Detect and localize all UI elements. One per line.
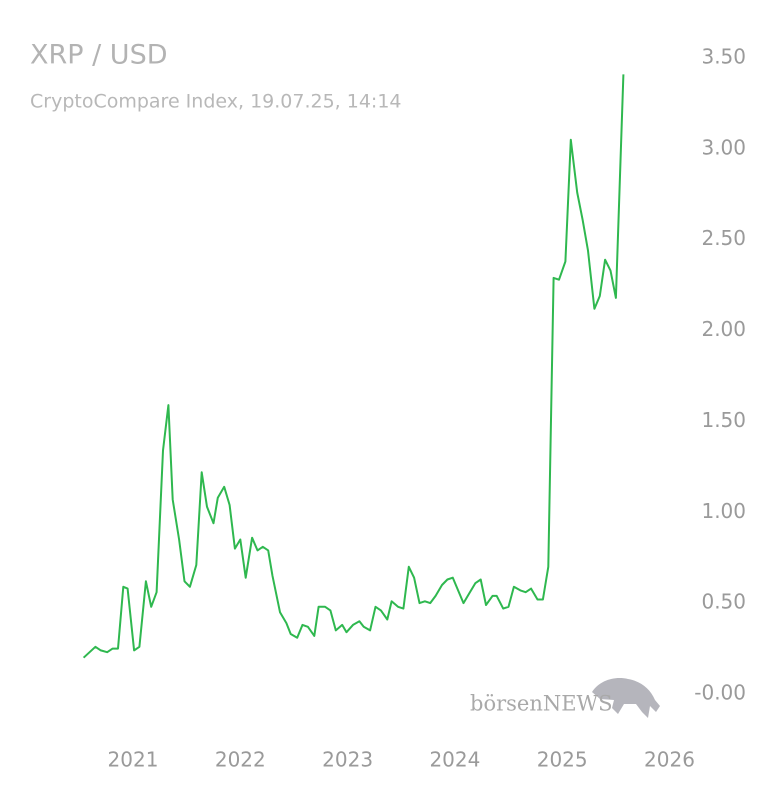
y-tick-label: 2.50	[701, 226, 746, 250]
x-tick-label: 2024	[429, 748, 480, 772]
y-tick-label: 3.00	[701, 135, 746, 159]
x-tick-label: 2026	[644, 748, 695, 772]
y-tick-label: 3.50	[701, 45, 746, 69]
bull-icon	[592, 678, 660, 718]
y-tick-label: 2.00	[701, 317, 746, 341]
chart-subtitle: CryptoCompare Index, 19.07.25, 14:14	[30, 91, 402, 113]
y-tick-label: 1.00	[701, 499, 746, 523]
price-line	[82, 74, 625, 659]
watermark-logo: börsenNEWS	[470, 678, 660, 718]
x-tick-label: 2025	[537, 748, 588, 772]
chart-title: XRP / USD	[30, 40, 168, 71]
y-tick-label: 0.50	[701, 590, 746, 614]
y-tick-label: -0.00	[694, 681, 746, 705]
x-tick-label: 2023	[322, 748, 373, 772]
watermark: börsenNEWS	[470, 692, 613, 716]
x-tick-label: 2022	[215, 748, 266, 772]
y-tick-label: 1.50	[701, 408, 746, 432]
x-tick-label: 2021	[108, 748, 159, 772]
